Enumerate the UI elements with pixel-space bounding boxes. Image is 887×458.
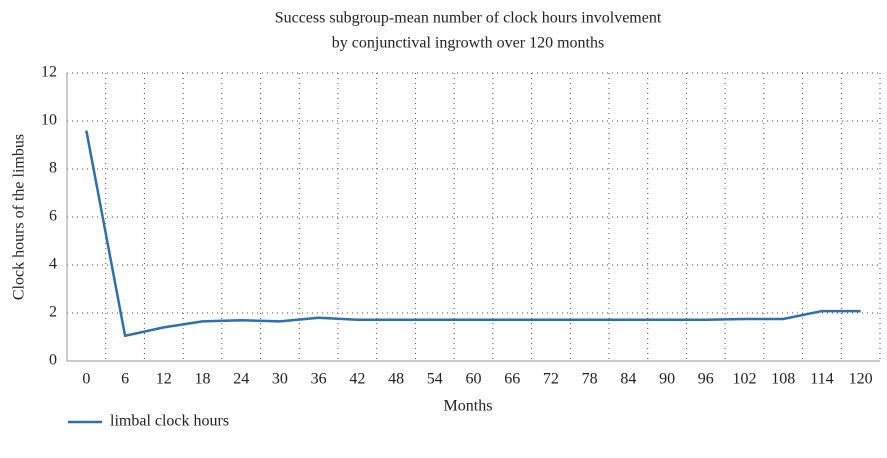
y-tick-label: 0 xyxy=(49,352,57,369)
x-tick-label: 60 xyxy=(466,371,482,388)
x-tick-label: 6 xyxy=(121,371,129,388)
data-line xyxy=(85,130,861,338)
y-axis-label: Clock hours of the limbus xyxy=(11,134,28,300)
legend-label: limbal clock hours xyxy=(110,413,229,430)
y-tick-label: 4 xyxy=(49,256,57,273)
x-tick-label: 54 xyxy=(427,371,443,388)
x-tick-label: 90 xyxy=(659,371,675,388)
x-tick-label: 108 xyxy=(771,371,795,388)
x-tick-label: 24 xyxy=(233,371,249,388)
x-tick-label: 12 xyxy=(156,371,172,388)
x-tick-label: 120 xyxy=(849,371,873,388)
chart-title: by conjunctival ingrowth over 120 months xyxy=(332,35,604,52)
x-tick-label: 102 xyxy=(733,371,757,388)
y-tick-label: 8 xyxy=(49,160,57,177)
y-tick-label: 12 xyxy=(41,64,57,81)
x-axis-label: Months xyxy=(444,398,493,415)
x-tick-label: 78 xyxy=(582,371,598,388)
y-tick-label: 6 xyxy=(49,208,57,225)
x-tick-label: 30 xyxy=(272,371,288,388)
x-tick-label: 84 xyxy=(620,371,636,388)
chart-title: Success subgroup-mean number of clock ho… xyxy=(275,10,662,27)
x-tick-label: 72 xyxy=(543,371,559,388)
x-tick-label: 0 xyxy=(82,371,90,388)
x-tick-label: 36 xyxy=(311,371,327,388)
x-tick-label: 42 xyxy=(349,371,365,388)
x-tick-label: 48 xyxy=(388,371,404,388)
x-tick-label: 66 xyxy=(504,371,520,388)
x-tick-label: 18 xyxy=(195,371,211,388)
y-tick-label: 2 xyxy=(49,304,57,321)
x-tick-label: 96 xyxy=(698,371,714,388)
y-tick-label: 10 xyxy=(41,112,57,129)
x-tick-label: 114 xyxy=(810,371,833,388)
